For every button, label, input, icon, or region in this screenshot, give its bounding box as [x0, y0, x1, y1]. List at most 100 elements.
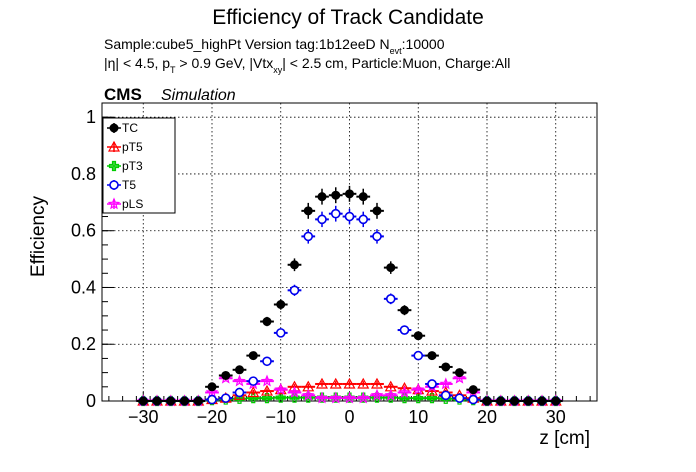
data-point	[358, 192, 368, 202]
data-point	[288, 385, 301, 398]
data-point	[427, 351, 437, 361]
data-point	[233, 374, 246, 387]
data-point	[385, 294, 396, 304]
y-axis-label: Efficiency	[28, 196, 49, 277]
legend-entry-pT5: pT5	[107, 140, 143, 154]
data-point	[330, 208, 341, 219]
data-point	[317, 214, 327, 225]
x-tick-label: 10	[408, 407, 428, 427]
data-point	[315, 391, 329, 404]
grid-lines	[102, 103, 597, 402]
data-point	[276, 300, 286, 310]
data-point	[356, 391, 370, 404]
data-point	[331, 190, 341, 200]
data-point	[247, 386, 260, 398]
legend-entry-TC: TC	[107, 121, 138, 135]
x-tick-label: −30	[128, 407, 159, 427]
data-point	[303, 206, 313, 216]
data-point	[523, 396, 533, 406]
data-point	[248, 351, 258, 361]
data-point	[152, 396, 162, 406]
data-point	[398, 385, 411, 398]
y-tick-label: 0.2	[71, 334, 96, 354]
data-point	[370, 388, 384, 401]
data-point	[275, 328, 286, 338]
sample-info-main: Sample:cube5_highPt Version tag:1b12eeD …	[104, 36, 390, 52]
data-point	[453, 371, 466, 384]
data-point	[193, 396, 203, 406]
legend-marker	[109, 180, 119, 190]
data-point	[248, 376, 259, 386]
data-point	[260, 384, 274, 396]
x-axis-label: z [cm]	[539, 428, 590, 449]
legend: TC pT5 pT3 T5 pLS	[102, 117, 176, 214]
data-point	[413, 393, 424, 404]
data-point	[345, 189, 354, 199]
legend-marker	[109, 123, 119, 133]
data-point	[180, 396, 189, 406]
cms-label: CMS	[104, 85, 142, 104]
data-point	[301, 388, 315, 401]
data-point	[205, 385, 219, 398]
data-point	[221, 370, 231, 380]
data-point	[357, 377, 370, 389]
data-point	[207, 382, 217, 392]
data-point	[372, 206, 382, 216]
sample-info: Sample:cube5_highPt Version tag:1b12eeD …	[104, 36, 445, 56]
data-point	[482, 396, 492, 406]
data-point	[441, 362, 451, 372]
simulation-label: Simulation	[161, 87, 236, 104]
data-point	[344, 211, 355, 222]
y-tick-label: 0	[86, 391, 96, 411]
cuts-eta: |η| < 4.5, p	[104, 55, 170, 71]
legend-marker	[108, 160, 120, 172]
data-point	[468, 385, 478, 395]
data-point	[400, 305, 409, 315]
data-point	[274, 382, 288, 396]
data-point	[220, 393, 231, 403]
data-point	[413, 331, 423, 341]
y-tick-label: 1	[86, 107, 96, 127]
data-point	[235, 365, 244, 375]
cuts-rest: | < 2.5 cm, Particle:Muon, Charge:All	[282, 55, 510, 71]
chart-title: Efficiency of Track Candidate	[212, 6, 484, 29]
legend-label: pLS	[122, 197, 143, 211]
legend-entry-pT3: pT3	[107, 159, 143, 173]
data-point	[372, 231, 382, 242]
legend-entry-pLS: pLS	[107, 197, 143, 211]
data-point	[166, 396, 176, 406]
data-point	[411, 382, 425, 396]
y-tick-label: 0.8	[71, 164, 96, 184]
y-tick-label: 0.6	[71, 221, 96, 241]
data-point	[426, 393, 438, 404]
series-TC	[136, 185, 563, 406]
data-point	[234, 387, 245, 398]
data-point	[386, 263, 396, 273]
data-point	[317, 192, 327, 202]
cuts-pt: > 0.9 GeV, |Vtx	[176, 55, 274, 71]
data-point	[289, 285, 300, 296]
data-point	[303, 231, 314, 242]
x-tick-label: 30	[546, 407, 566, 427]
sample-info-sub: evt	[390, 46, 403, 56]
data-point	[413, 350, 424, 361]
x-tick-label: −10	[265, 407, 296, 427]
data-point	[315, 377, 329, 389]
data-point	[262, 356, 272, 367]
x-tick-label: 20	[477, 407, 497, 427]
selection-cuts: |η| < 4.5, pT > 0.9 GeV, |Vtxxy| < 2.5 c…	[104, 55, 510, 75]
legend-label: pT5	[122, 140, 143, 154]
data-point	[439, 377, 453, 390]
legend-label: TC	[122, 121, 138, 135]
data-point	[440, 390, 451, 401]
data-point	[358, 214, 369, 225]
data-point	[138, 396, 148, 406]
x-tick-label: 0	[344, 407, 354, 427]
data-point	[454, 393, 465, 403]
data-point	[496, 396, 506, 406]
cuts-vtx-sub: xy	[273, 65, 283, 75]
data-point	[343, 377, 356, 389]
data-series	[136, 185, 563, 407]
data-point	[537, 396, 547, 406]
data-point	[510, 396, 519, 406]
